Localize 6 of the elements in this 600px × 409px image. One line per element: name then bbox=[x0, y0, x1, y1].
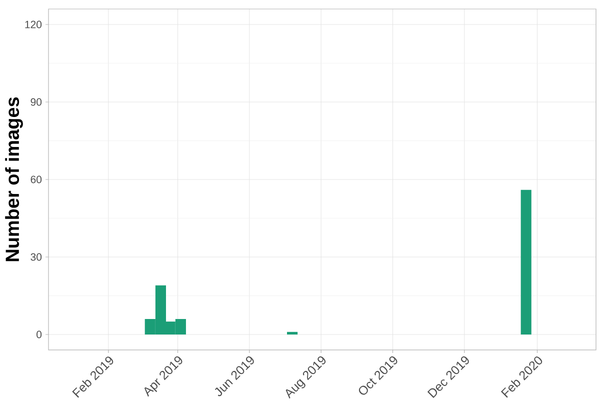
y-tick-label: 90 bbox=[30, 98, 42, 106]
y-tick-label: 30 bbox=[30, 253, 42, 261]
y-tick-label: 60 bbox=[30, 176, 42, 184]
y-axis-title: Number of images bbox=[5, 97, 23, 262]
y-tick-label: 0 bbox=[36, 330, 42, 338]
y-tick-label: 120 bbox=[25, 20, 42, 28]
